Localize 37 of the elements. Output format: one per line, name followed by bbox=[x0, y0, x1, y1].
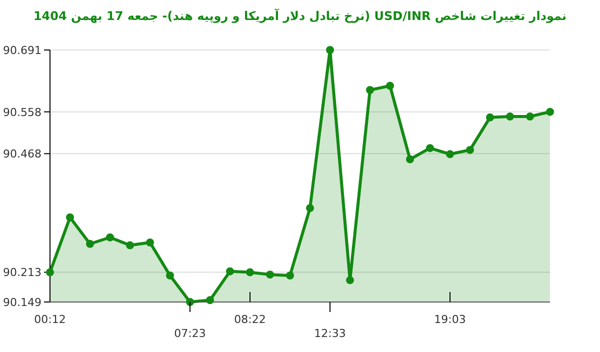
point bbox=[386, 82, 394, 90]
point bbox=[266, 270, 274, 279]
point bbox=[66, 213, 74, 222]
point bbox=[246, 268, 254, 276]
point bbox=[426, 144, 434, 152]
point bbox=[46, 268, 54, 276]
point bbox=[126, 241, 134, 250]
point bbox=[186, 298, 194, 306]
point bbox=[146, 238, 154, 246]
point bbox=[546, 108, 554, 116]
y-tick-label: 90.558 bbox=[3, 106, 42, 119]
point bbox=[306, 204, 314, 212]
point bbox=[86, 240, 94, 248]
point bbox=[466, 146, 474, 154]
point bbox=[406, 155, 414, 164]
point bbox=[326, 46, 334, 54]
point bbox=[486, 113, 494, 122]
chart-title: نمودار تغییرات شاخص USD/INR (نرخ تبادل دلار آمریکا و روپیه هند)- جمعه 17 بهمن 1404 bbox=[33, 8, 567, 23]
point bbox=[166, 272, 174, 280]
point bbox=[106, 233, 114, 242]
y-tick-label: 90.691 bbox=[3, 44, 42, 57]
y-tick-label: 90.213 bbox=[3, 266, 42, 280]
point bbox=[366, 86, 374, 94]
y-tick-label: 90.149 bbox=[3, 296, 42, 309]
x-tick-label: 00:12 bbox=[34, 313, 66, 326]
x-tick-label: 08:22 bbox=[234, 313, 266, 326]
y-tick-label: 90.468 bbox=[3, 148, 42, 161]
point bbox=[526, 112, 534, 120]
x-tick-label: 07:23 bbox=[174, 327, 206, 340]
point bbox=[346, 276, 354, 284]
x-tick-label: 12:33 bbox=[314, 327, 346, 340]
point bbox=[226, 267, 234, 276]
point bbox=[206, 296, 214, 304]
point bbox=[286, 272, 294, 280]
point bbox=[506, 112, 514, 120]
x-tick-label: 19:03 bbox=[434, 313, 466, 326]
point bbox=[446, 150, 454, 158]
